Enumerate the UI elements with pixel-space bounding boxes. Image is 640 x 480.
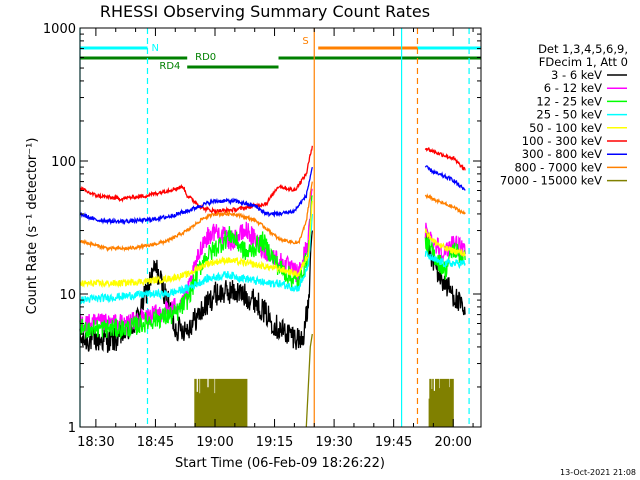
legend-label-800-7000-kev: 800 - 7000 keV xyxy=(514,160,602,174)
legend-header-line-1: Det 1,3,4,5,6,9, xyxy=(538,42,628,56)
series-line-300-800-kev-1 xyxy=(424,165,466,191)
legend-label-6-12-kev: 6 - 12 keV xyxy=(544,81,602,95)
burst-7000-15000-kev-0 xyxy=(194,378,248,427)
legend-label-7000-15000-kev: 7000 - 15000 keV xyxy=(500,174,602,188)
y-tick-label-10: 10 xyxy=(59,288,76,303)
flag-label-rd4: RD4 xyxy=(159,61,180,72)
series-line-100-300-kev-0 xyxy=(79,145,313,215)
flag-label-s: S xyxy=(302,36,308,47)
y-axis-label: Count Rate (s⁻¹ detector⁻¹) xyxy=(25,138,40,315)
series-lines xyxy=(79,145,466,428)
render-timestamp: 13-Oct-2021 21:08 xyxy=(560,468,636,477)
legend-label-12-25-kev: 12 - 25 keV xyxy=(536,94,602,108)
x-tick-label-19-15: 19:15 xyxy=(256,435,293,450)
series-line-50-100-kev-1 xyxy=(424,228,466,258)
series-line-50-100-kev-0 xyxy=(79,200,313,289)
y-tick-label-1000: 1000 xyxy=(43,22,76,37)
x-tick-label-20-00: 20:00 xyxy=(434,435,471,450)
legend-label-300-800-kev: 300 - 800 keV xyxy=(522,147,602,161)
flag-label-n: N xyxy=(151,43,158,54)
y-tick-label-100: 100 xyxy=(51,155,76,170)
legend: Det 1,3,4,5,6,9, FDecim 1, Att 0 3 - 6 k… xyxy=(500,42,628,188)
x-axis-label: Start Time (06-Feb-09 18:26:22) xyxy=(175,456,385,471)
series-line-25-50-kev-1 xyxy=(424,250,466,270)
vertical-markers xyxy=(79,28,470,427)
burst-7000-15000-kev-1 xyxy=(428,378,454,427)
series-line-12-25-kev-1 xyxy=(424,234,466,281)
series-line-300-800-kev-0 xyxy=(79,166,313,226)
x-tick-label-19-30: 19:30 xyxy=(315,435,352,450)
x-tick-labels: 18:30 18:45 19:00 19:15 19:30 19:45 20:00 xyxy=(77,435,472,450)
x-tick-label-18-30: 18:30 xyxy=(77,435,114,450)
x-tick-label-19-00: 19:00 xyxy=(196,435,233,450)
flag-label-rd0: RD0 xyxy=(195,52,216,63)
legend-label-3-6-kev: 3 - 6 keV xyxy=(551,68,602,82)
x-tick-label-18-45: 18:45 xyxy=(137,435,174,450)
series-line-7000-15000-kev-0 xyxy=(305,333,313,428)
y-tick-labels: 1 10 100 1000 xyxy=(43,22,76,436)
legend-label-50-100-kev: 50 - 100 keV xyxy=(529,121,602,135)
axes xyxy=(79,27,482,428)
series-line-25-50-kev-0 xyxy=(79,213,313,306)
legend-label-25-50-kev: 25 - 50 keV xyxy=(536,108,602,122)
chart-title: RHESSI Observing Summary Count Rates xyxy=(100,2,430,21)
y-tick-label-1: 1 xyxy=(68,421,76,436)
legend-header-line-2: FDecim 1, Att 0 xyxy=(539,55,628,69)
series-line-100-300-kev-1 xyxy=(424,146,466,171)
series-line-800-7000-kev-0 xyxy=(79,181,313,253)
plot-frame xyxy=(79,27,482,428)
x-tick-label-19-45: 19:45 xyxy=(375,435,412,450)
series-line-800-7000-kev-1 xyxy=(424,193,466,215)
legend-label-100-300-kev: 100 - 300 keV xyxy=(522,134,602,148)
flag-bars: N S RD0 RD4 xyxy=(80,36,481,72)
